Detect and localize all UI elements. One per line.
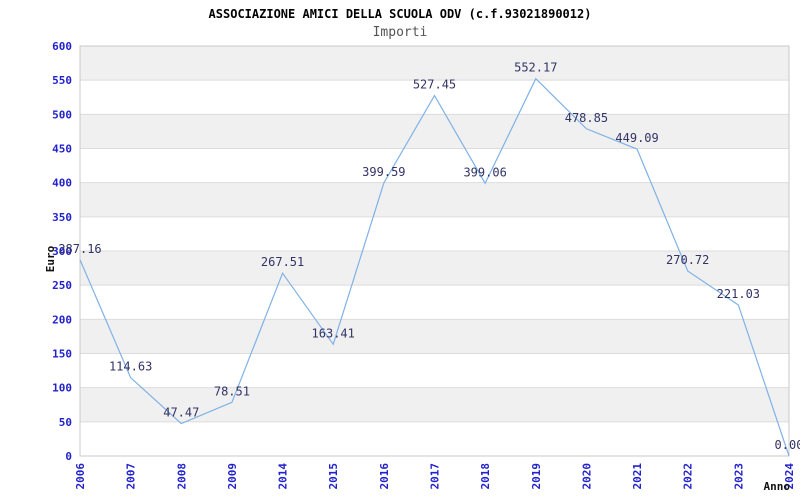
x-tick-label: 2021	[631, 463, 644, 490]
chart-container: ASSOCIAZIONE AMICI DELLA SCUOLA ODV (c.f…	[0, 0, 800, 500]
plot-band	[80, 114, 789, 148]
plot-band	[80, 319, 789, 353]
point-label: 114.63	[109, 360, 152, 374]
y-tick-label: 0	[65, 450, 72, 463]
y-tick-label: 250	[52, 279, 72, 292]
x-tick-label: 2008	[175, 463, 188, 490]
line-chart-plot: 0501001502002503003504004505005506002006…	[0, 0, 800, 500]
y-tick-label: 350	[52, 211, 72, 224]
point-label: 78.51	[214, 384, 250, 398]
x-tick-label: 2016	[378, 463, 391, 490]
y-tick-label: 200	[52, 313, 72, 326]
x-tick-label: 2018	[479, 463, 492, 490]
y-tick-label: 450	[52, 143, 72, 156]
point-label: 221.03	[717, 287, 760, 301]
point-label: 399.06	[463, 165, 506, 179]
point-label: 552.17	[514, 61, 557, 75]
x-tick-label: 2020	[580, 463, 593, 490]
plot-band	[80, 183, 789, 217]
point-label: 47.47	[163, 406, 199, 420]
x-tick-label: 2009	[226, 463, 239, 490]
x-tick-label: 2006	[74, 463, 87, 490]
x-tick-label: 2019	[530, 463, 543, 490]
y-tick-label: 150	[52, 348, 72, 361]
y-tick-label: 50	[59, 416, 72, 429]
x-tick-label: 2023	[732, 463, 745, 490]
x-tick-label: 2015	[327, 463, 340, 490]
point-label: 478.85	[565, 111, 608, 125]
y-tick-label: 400	[52, 177, 72, 190]
point-label: 163.41	[312, 326, 355, 340]
x-tick-label: 2017	[429, 463, 442, 490]
point-label: 270.72	[666, 253, 709, 267]
point-label: 527.45	[413, 78, 456, 92]
point-label: 267.51	[261, 255, 304, 269]
point-label: 399.59	[362, 165, 405, 179]
point-label: 287.16	[58, 242, 101, 256]
point-label: 0.00	[775, 438, 800, 452]
point-label: 449.09	[615, 131, 658, 145]
y-tick-label: 600	[52, 40, 72, 53]
y-axis-title: Euro	[44, 238, 58, 280]
plot-band	[80, 46, 789, 80]
x-tick-label: 2022	[682, 463, 695, 490]
y-tick-label: 550	[52, 74, 72, 87]
y-tick-label: 500	[52, 108, 72, 121]
x-axis-title: Anno	[746, 480, 790, 493]
x-tick-label: 2014	[277, 463, 290, 490]
y-tick-label: 100	[52, 382, 72, 395]
x-tick-label: 2007	[125, 463, 138, 490]
